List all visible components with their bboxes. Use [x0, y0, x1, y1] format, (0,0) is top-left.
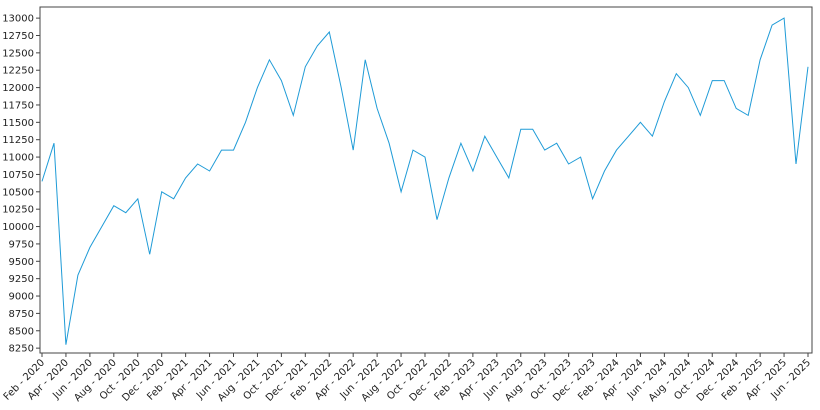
y-tick-label: 10500	[2, 187, 34, 198]
line-series	[41, 17, 809, 345]
y-tick-label: 12250	[2, 66, 34, 77]
y-tick-label: 8250	[9, 344, 34, 355]
y-tick-label: 8500	[9, 326, 34, 337]
y-tick-label: 8750	[9, 309, 34, 320]
y-tick-label: 10000	[2, 222, 34, 233]
y-tick-label: 13000	[2, 14, 34, 25]
y-tick-label: 9250	[9, 274, 34, 285]
y-tick-label: 10250	[2, 205, 34, 216]
y-tick-label: 11250	[2, 135, 34, 146]
y-tick-label: 11500	[2, 118, 34, 129]
y-tick-label: 11750	[2, 100, 34, 111]
y-tick-label: 12750	[2, 31, 34, 42]
y-tick-label: 11000	[2, 153, 34, 164]
plot-frame	[39, 6, 813, 354]
y-tick-label: 12000	[2, 83, 34, 94]
y-tick-label: 12500	[2, 48, 34, 59]
y-tick-label: 9750	[9, 239, 34, 250]
y-tick-label: 10750	[2, 170, 34, 181]
y-tick-label: 9500	[9, 257, 34, 268]
y-tick-label: 9000	[9, 292, 34, 303]
